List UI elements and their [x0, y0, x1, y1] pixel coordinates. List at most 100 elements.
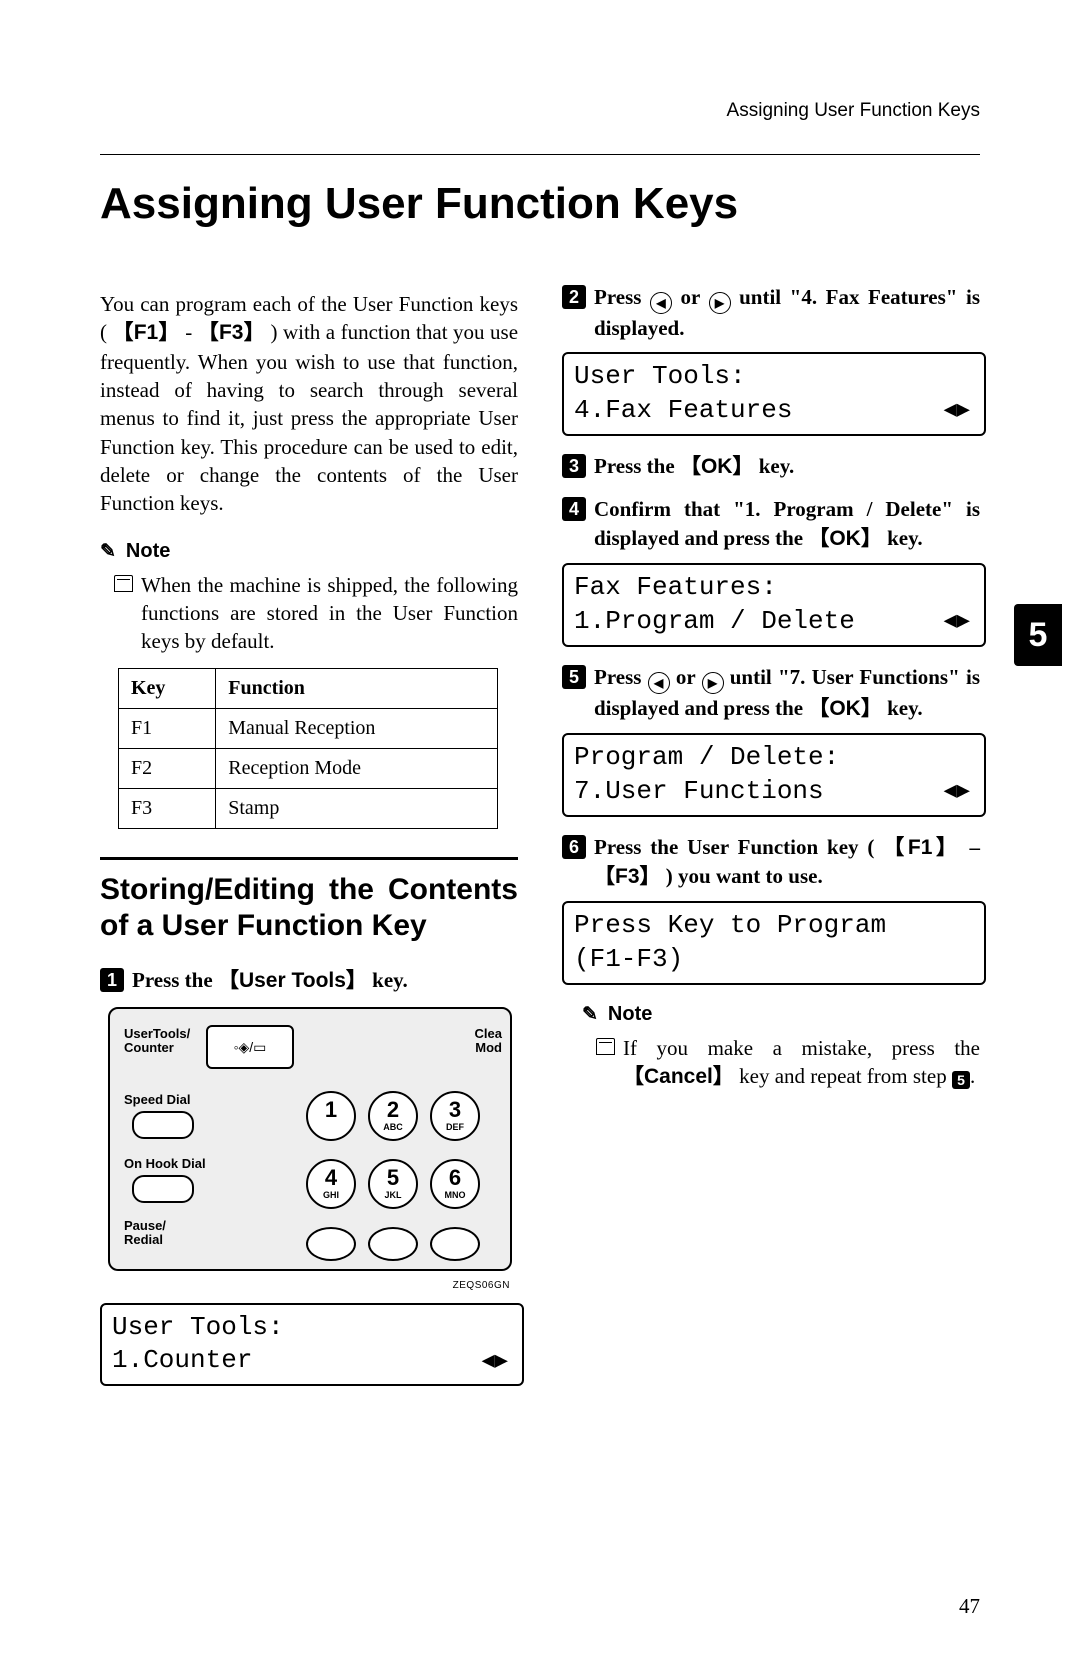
- label-usertools: UserTools/Counter: [124, 1027, 190, 1054]
- keypad-5: 5JKL: [368, 1159, 418, 1209]
- label-clearmodes: CleaMod: [475, 1027, 502, 1054]
- key-f1: 【F1】: [112, 321, 179, 344]
- step-ref-icon: 5: [952, 1071, 970, 1089]
- note-heading: Note: [582, 1001, 980, 1028]
- step-5-text: Press ◀ or ▶ until "7. User Functions" i…: [594, 663, 980, 723]
- keypad-4: 4GHI: [306, 1159, 356, 1209]
- lcd-arrow-icon: ◀▶: [944, 608, 971, 637]
- lcd-display-4: Program / Delete: 7.User Functions ◀▶: [562, 733, 986, 817]
- note-text: If you make a mistake, press the 【Cancel…: [623, 1034, 980, 1092]
- two-column-layout: You can program each of the User Functio…: [100, 269, 980, 1402]
- keypad-2: 2ABC: [368, 1091, 418, 1141]
- step-number-icon: 2: [562, 285, 586, 309]
- cell: F1: [119, 708, 216, 748]
- lcd-display-5: Press Key to Program (F1-F3): [562, 901, 986, 985]
- pencil-icon: [100, 538, 120, 565]
- lcd-line2: 4.Fax Features: [574, 394, 974, 428]
- lcd-line2: 1.Counter: [112, 1344, 512, 1378]
- label-speed-dial: Speed Dial: [124, 1093, 190, 1107]
- th-function: Function: [216, 668, 498, 708]
- keypad-9: [430, 1227, 480, 1261]
- lcd-line2: (F1-F3): [574, 943, 974, 977]
- lcd-line1: Press Key to Program: [574, 909, 974, 943]
- keypad-illustration: UserTools/Counter ◦◈/▭ CleaMod Speed Dia…: [108, 1007, 512, 1271]
- cell: F2: [119, 748, 216, 788]
- step-3-text: Press the 【OK】 key.: [594, 452, 794, 481]
- section-rule: [100, 857, 518, 860]
- onhook-button: [132, 1175, 194, 1203]
- step-5: 5 Press ◀ or ▶ until "7. User Functions"…: [562, 663, 980, 723]
- step-number-icon: 3: [562, 454, 586, 478]
- step-number-icon: 5: [562, 665, 586, 689]
- function-table: Key Function F1 Manual Reception F2 Rece…: [118, 668, 498, 829]
- lcd-display-2: User Tools: 4.Fax Features ◀▶: [562, 352, 986, 436]
- keypad-8: [368, 1227, 418, 1261]
- right-arrow-icon: ▶: [709, 292, 731, 314]
- step-4: 4 Confirm that "1. Program / Delete" is …: [562, 495, 980, 553]
- lcd-arrow-icon: ◀▶: [944, 778, 971, 807]
- key-f3: 【F3】: [198, 321, 265, 344]
- lcd-line1: Fax Features:: [574, 571, 974, 605]
- lcd-arrow-icon: ◀▶: [944, 397, 971, 426]
- note-item: When the machine is shipped, the followi…: [100, 571, 518, 656]
- lcd-display-3: Fax Features: 1.Program / Delete ◀▶: [562, 563, 986, 647]
- step-number-icon: 6: [562, 835, 586, 859]
- header-rule: [100, 154, 980, 155]
- page: Assigning User Function Keys Assigning U…: [0, 0, 1080, 1669]
- step-4-text: Confirm that "1. Program / Delete" is di…: [594, 495, 980, 553]
- step-6-text: Press the User Function key ( 【F1】 – 【F3…: [594, 833, 980, 892]
- left-arrow-icon: ◀: [650, 292, 672, 314]
- cell: Reception Mode: [216, 748, 498, 788]
- step-1-text: Press the 【User Tools】 key.: [132, 966, 408, 995]
- step-6: 6 Press the User Function key ( 【F1】 – 【…: [562, 833, 980, 892]
- page-title: Assigning User Function Keys: [100, 179, 980, 229]
- intro-paragraph: You can program each of the User Functio…: [100, 290, 518, 518]
- table-row: F3 Stamp: [119, 788, 498, 828]
- note-heading: Note: [100, 538, 518, 565]
- diagram-code: ZEQS06GN: [100, 1279, 510, 1293]
- left-arrow-icon: ◀: [648, 672, 670, 694]
- step-2: 2 Press ◀ or ▶ until "4. Fax Features" i…: [562, 283, 980, 342]
- note-label-text: Note: [608, 1001, 652, 1028]
- page-number: 47: [959, 1594, 980, 1619]
- step-number-icon: 4: [562, 497, 586, 521]
- cell: Stamp: [216, 788, 498, 828]
- step-number-icon: 1: [100, 968, 124, 992]
- lcd-line2: 7.User Functions: [574, 775, 974, 809]
- right-column: 2 Press ◀ or ▶ until "4. Fax Features" i…: [562, 269, 980, 1402]
- step-1: 1 Press the 【User Tools】 key.: [100, 966, 518, 995]
- dash: -: [180, 320, 198, 344]
- cell: Manual Reception: [216, 708, 498, 748]
- side-chapter-tab: 5: [1014, 604, 1062, 666]
- cell: F3: [119, 788, 216, 828]
- lcd-arrow-icon: ◀▶: [482, 1348, 509, 1377]
- step-2-text: Press ◀ or ▶ until "4. Fax Features" is …: [594, 283, 980, 342]
- lcd-line1: Program / Delete:: [574, 741, 974, 775]
- keypad-3: 3DEF: [430, 1091, 480, 1141]
- section-heading: Storing/Editing the Contents of a User F…: [100, 872, 518, 944]
- label-pause-redial: Pause/Redial: [124, 1219, 166, 1246]
- keypad-6: 6MNO: [430, 1159, 480, 1209]
- label-onhook: On Hook Dial: [124, 1157, 206, 1171]
- keypad-1: 1: [306, 1091, 356, 1141]
- table-row: F1 Manual Reception: [119, 708, 498, 748]
- left-column: You can program each of the User Functio…: [100, 269, 518, 1402]
- lcd-line1: User Tools:: [112, 1311, 512, 1345]
- pencil-icon: [582, 1001, 602, 1028]
- keypad-7: [306, 1227, 356, 1261]
- note-label-text: Note: [126, 538, 170, 565]
- intro-tail: ) with a function that you use frequentl…: [100, 320, 518, 515]
- lcd-line1: User Tools:: [574, 360, 974, 394]
- note-bullet-icon: [114, 575, 133, 592]
- table-header-row: Key Function: [119, 668, 498, 708]
- table-row: F2 Reception Mode: [119, 748, 498, 788]
- usertools-button: ◦◈/▭: [206, 1025, 294, 1069]
- running-head: Assigning User Function Keys: [100, 100, 980, 122]
- lcd-display-1: User Tools: 1.Counter ◀▶: [100, 1303, 524, 1387]
- step-3: 3 Press the 【OK】 key.: [562, 452, 980, 481]
- speed-dial-button: [132, 1111, 194, 1139]
- lcd-line2: 1.Program / Delete: [574, 605, 974, 639]
- note-text: When the machine is shipped, the followi…: [141, 571, 518, 656]
- note-item: If you make a mistake, press the 【Cancel…: [562, 1034, 980, 1092]
- note-bullet-icon: [596, 1038, 615, 1055]
